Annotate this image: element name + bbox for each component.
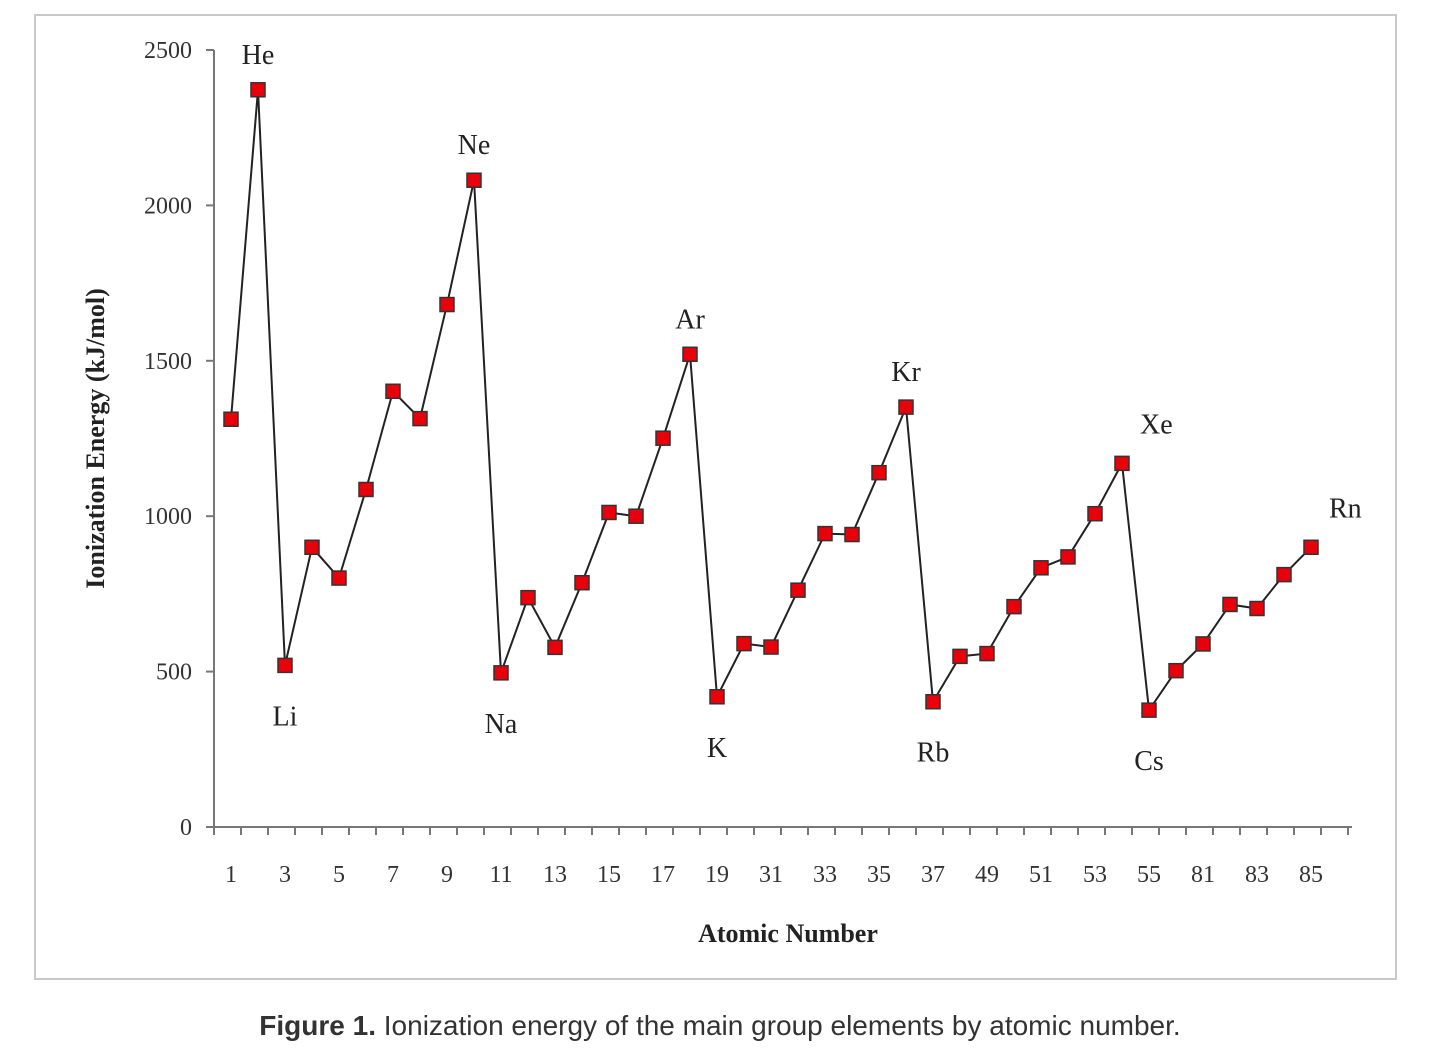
x-tick-label: 15	[597, 862, 621, 888]
data-point	[574, 574, 590, 591]
data-point	[655, 430, 671, 446]
data-point	[682, 346, 698, 363]
data-point	[304, 539, 320, 556]
data-point	[250, 82, 266, 98]
x-tick-label: 7	[387, 862, 399, 888]
data-point	[871, 464, 887, 481]
data-point	[736, 635, 752, 652]
y-tick-label: 2500	[144, 38, 192, 64]
x-tick-label: 13	[543, 862, 567, 888]
y-tick-label: 0	[180, 815, 192, 841]
data-point	[601, 504, 617, 521]
element-label: Ar	[675, 304, 705, 335]
x-tick-label: 53	[1083, 862, 1107, 888]
element-label: Cs	[1134, 746, 1164, 777]
x-tick-label: 49	[975, 862, 999, 888]
y-tick-label: 2000	[144, 193, 192, 219]
data-point	[1222, 596, 1238, 613]
x-tick-label: 81	[1191, 862, 1215, 888]
y-axis-title: Ionization Energy (kJ/mol)	[81, 288, 110, 588]
x-tick-label: 31	[759, 862, 783, 888]
data-point	[358, 481, 374, 498]
y-tick-label: 500	[156, 660, 192, 686]
data-point	[817, 525, 833, 542]
y-tick-label: 1000	[144, 504, 192, 530]
x-tick-label: 17	[651, 862, 675, 888]
x-tick-label: 3	[279, 862, 291, 888]
data-point	[1033, 560, 1049, 576]
data-point	[898, 399, 914, 415]
data-point	[1195, 636, 1211, 652]
x-tick-label: 33	[813, 862, 837, 888]
data-point	[1114, 455, 1130, 472]
x-axis-title: Atomic Number	[698, 919, 878, 948]
caption-text: Ionization energy of the main group elem…	[383, 1010, 1181, 1041]
x-tick-label: 1	[225, 862, 237, 888]
element-label: K	[707, 733, 727, 764]
data-point	[628, 508, 644, 524]
element-label: He	[242, 40, 275, 71]
x-tick-label: 85	[1299, 862, 1323, 888]
chart-frame: 0 500 1000 1500 2000 2500 1 3 5 7 9 11 13 15 17 19 31 33 3…	[34, 14, 1397, 980]
data-point	[277, 657, 293, 674]
data-point	[709, 689, 725, 705]
x-tick-label: 35	[867, 862, 891, 888]
data-point	[925, 693, 941, 710]
element-label: Kr	[891, 357, 921, 388]
data-point	[547, 639, 563, 656]
x-tick-label: 83	[1245, 862, 1269, 888]
x-tick-label: 55	[1137, 862, 1161, 888]
figure-caption: Figure 1. Ionization energy of the main …	[0, 1010, 1440, 1042]
series-line	[230, 89, 1312, 713]
element-label: Li	[273, 701, 298, 732]
data-point	[1087, 505, 1103, 522]
y-tick-label: 1500	[144, 349, 192, 375]
caption-label: Figure 1.	[259, 1010, 376, 1041]
data-point	[1249, 600, 1265, 617]
x-tick-label: 5	[333, 862, 345, 888]
x-tick-label: 37	[921, 862, 945, 888]
data-point	[844, 526, 860, 543]
element-label: Na	[485, 709, 518, 740]
data-point	[1276, 566, 1292, 583]
data-point	[223, 411, 239, 427]
data-point	[952, 648, 968, 665]
data-point	[466, 172, 482, 188]
data-point	[1168, 662, 1184, 679]
element-label: Xe	[1140, 409, 1173, 440]
data-point	[520, 589, 536, 606]
x-tick-label: 9	[441, 862, 453, 888]
x-tick-label: 51	[1029, 862, 1053, 888]
data-point	[1006, 598, 1022, 615]
data-point	[763, 639, 779, 655]
element-label: Rn	[1329, 493, 1362, 524]
x-tick-label: 11	[489, 862, 512, 888]
data-point	[790, 582, 806, 598]
data-point	[385, 383, 401, 400]
element-label: Rb	[917, 738, 950, 769]
data-point	[412, 410, 428, 427]
data-point	[439, 296, 455, 313]
data-point	[1141, 702, 1157, 718]
data-point	[493, 665, 509, 681]
element-label: Ne	[458, 130, 491, 161]
data-point	[979, 645, 995, 662]
data-point	[1060, 549, 1076, 565]
data-point	[1303, 539, 1319, 556]
data-point	[331, 570, 347, 586]
x-tick-label: 19	[705, 862, 729, 888]
